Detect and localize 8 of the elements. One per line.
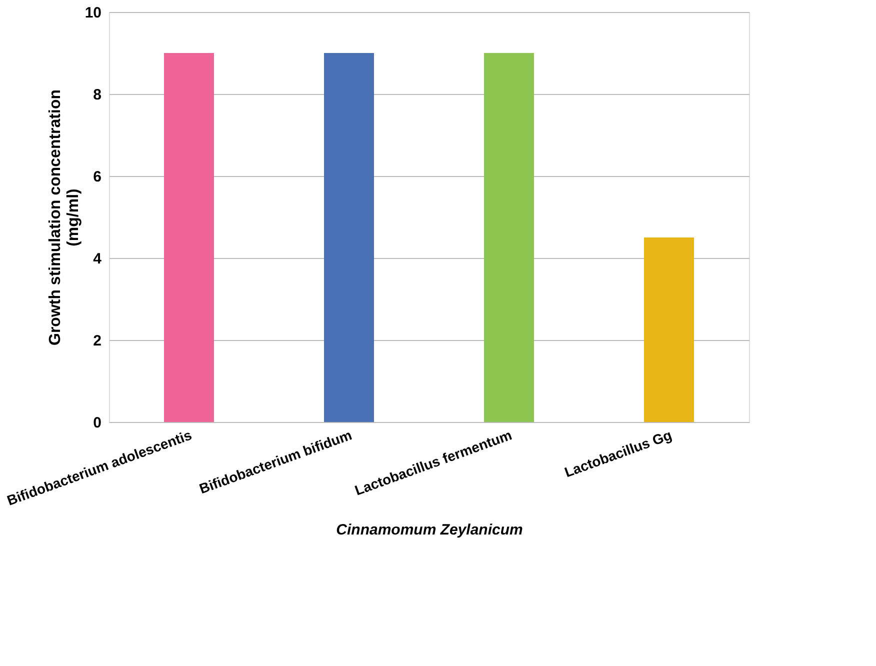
x-axis-title: Cinnamomum Zeylanicum xyxy=(336,521,523,538)
y-tick-label: 10 xyxy=(84,4,102,22)
y-tick-label: 4 xyxy=(93,250,102,268)
y-tick-label: 8 xyxy=(93,86,102,104)
y-axis-title: Growth stimulation concentration (mg/ml) xyxy=(46,89,82,346)
y-tick-label: 0 xyxy=(93,414,102,432)
y-tick-label: 2 xyxy=(93,332,102,350)
y-tick-label: 6 xyxy=(93,168,102,186)
